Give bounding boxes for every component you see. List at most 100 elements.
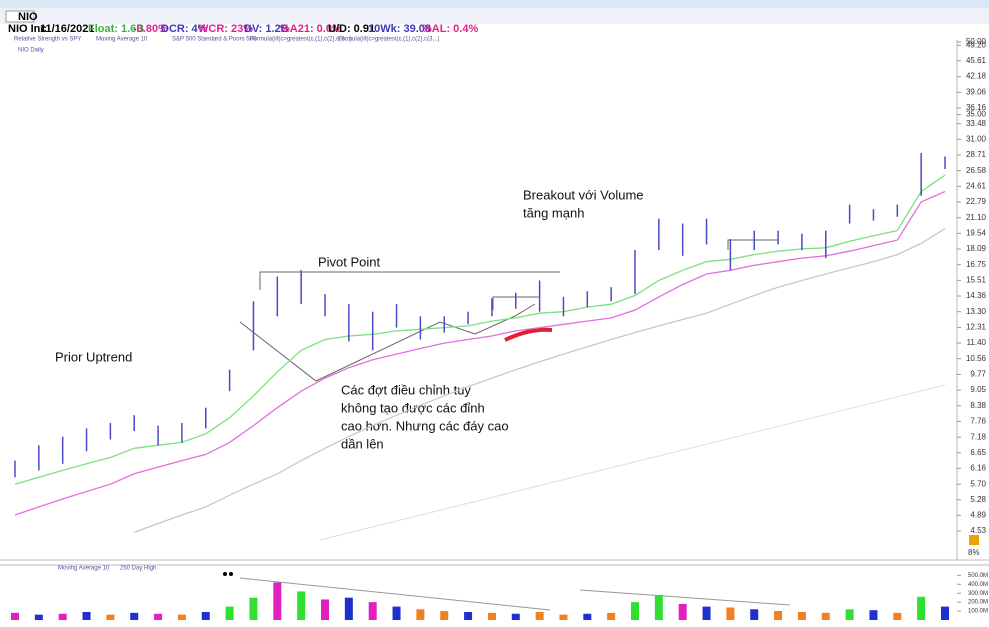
- volume-bar: [273, 582, 282, 620]
- annotation: Các đợt điều chỉnh tuy: [341, 382, 471, 397]
- y-tick-label: 15.51: [966, 275, 987, 284]
- y-tick-label: 4.89: [970, 511, 986, 520]
- indicator[interactable]: S&P 500 Standard & Poors 500: [172, 37, 257, 43]
- volume-tick-label: 500.0M: [968, 573, 988, 579]
- trend-line: [239, 303, 536, 382]
- y-tick-label: 21.10: [966, 213, 987, 222]
- volume-bar: [535, 611, 544, 620]
- volume-trend: [579, 589, 791, 606]
- y-tick-label: 31.00: [966, 134, 987, 143]
- window-bar: [0, 0, 989, 8]
- y-tick-label: 8.38: [970, 401, 986, 410]
- volume-bar: [34, 614, 43, 620]
- volume-bar: [344, 597, 353, 620]
- date: 11/16/2021: [40, 23, 94, 35]
- symbol: NIO: [18, 11, 38, 23]
- y-tick-label: 6.16: [970, 464, 986, 473]
- volume-bar: [654, 595, 663, 620]
- volume-bar: [392, 606, 401, 620]
- volume-bar: [416, 609, 425, 620]
- volume-bar: [297, 591, 306, 620]
- volume-tick-label: 400.0M: [968, 582, 988, 588]
- volume-bar: [321, 599, 329, 620]
- volume-bar: [559, 614, 568, 620]
- y-tick-label: 18.09: [966, 244, 987, 253]
- y-tick-label: 35.00: [966, 110, 987, 119]
- volume-bar: [869, 610, 878, 620]
- info-area: [0, 24, 989, 46]
- y-tick-label: 12.31: [966, 323, 987, 332]
- y-tick-label: 50.00: [966, 37, 987, 46]
- y-tick-label: 5.70: [970, 479, 986, 488]
- company: NIO Inc: [8, 23, 47, 35]
- volume-bar: [201, 611, 210, 620]
- volume-bar: [583, 613, 592, 620]
- volume-bar: [678, 603, 687, 620]
- volume-tick-label: 300.0M: [968, 591, 988, 597]
- volume-bar: [893, 612, 902, 620]
- y-tick-label: 7.76: [970, 416, 986, 425]
- ud: U/D: 0.91: [328, 23, 375, 35]
- y-tick-label: 11.40: [967, 338, 987, 347]
- moving-average: [14, 174, 946, 485]
- volume-bar: [797, 611, 806, 620]
- volume-bar: [631, 602, 639, 620]
- volume-bar: [130, 612, 139, 620]
- volume-bar: [607, 612, 616, 620]
- y-tick-label: 28.71: [966, 150, 987, 159]
- volume-bar: [845, 609, 854, 620]
- high-dot: [223, 572, 227, 576]
- volume-bar: [702, 606, 711, 620]
- annotation: Pivot Point: [318, 254, 381, 269]
- y-tick-label: 5.28: [970, 495, 986, 504]
- volume-bar: [750, 609, 759, 620]
- a21: %A21: 0.0%: [280, 23, 342, 35]
- y-tick-label: 19.54: [966, 228, 987, 237]
- annotation: Prior Uptrend: [55, 349, 132, 364]
- wcr: WCR: 23%: [198, 23, 253, 35]
- y-tick-label: 9.77: [970, 370, 986, 379]
- volume-bar: [464, 611, 473, 620]
- y-tick-label: 14.36: [966, 291, 987, 300]
- dcr: DCR: 4%: [161, 23, 208, 35]
- base-line: [492, 296, 540, 310]
- volume-bar: [726, 607, 735, 620]
- volume-bar: [368, 602, 377, 620]
- symbol-box[interactable]: [5, 10, 35, 23]
- volume-bar: [82, 611, 91, 620]
- volume-bar: [225, 606, 234, 620]
- volume-tick-label: 100.0M: [968, 609, 988, 615]
- dv: DV: 1.2B: [244, 23, 289, 35]
- y-tick-label: 24.61: [966, 181, 987, 190]
- y-tick-label: 6.65: [970, 448, 986, 457]
- annotation: Breakout với Volume: [523, 187, 644, 202]
- y-tick-label: 7.18: [970, 432, 986, 441]
- volume-bar: [917, 596, 926, 620]
- indicator[interactable]: Relative Strength vs SPY: [14, 37, 81, 43]
- y-tick-label: 33.48: [966, 119, 987, 128]
- volume-bar: [487, 612, 496, 620]
- volume-bar: [58, 613, 67, 620]
- play-button[interactable]: [969, 535, 979, 545]
- volume-bar: [941, 606, 949, 620]
- y-tick-label: 45.61: [966, 56, 987, 65]
- high-dot: [229, 572, 233, 576]
- y-tick-label: 16.75: [966, 260, 987, 269]
- volume-bar: [511, 613, 520, 620]
- y-tick-label: 13.30: [966, 307, 987, 316]
- indicator[interactable]: Formula(iif(c>greatest(c,(1),c(2),c(3...…: [338, 37, 440, 43]
- volume-bar: [249, 597, 258, 620]
- indicator[interactable]: Formula(iif(c>greatest(c,(1),c(2),c(3...…: [250, 37, 352, 43]
- base-line: [727, 239, 778, 250]
- indicator[interactable]: Moving Average 10: [96, 37, 148, 43]
- pivot-line: [259, 271, 560, 290]
- al: %AL: 0.4%: [422, 23, 478, 35]
- volume-bar: [11, 612, 19, 620]
- volume-bar: [821, 612, 830, 620]
- toolbar: [0, 8, 989, 24]
- annotation: dần lên: [341, 436, 384, 451]
- highlight-stroke: [504, 327, 553, 342]
- y-tick-label: 49.20: [966, 40, 987, 49]
